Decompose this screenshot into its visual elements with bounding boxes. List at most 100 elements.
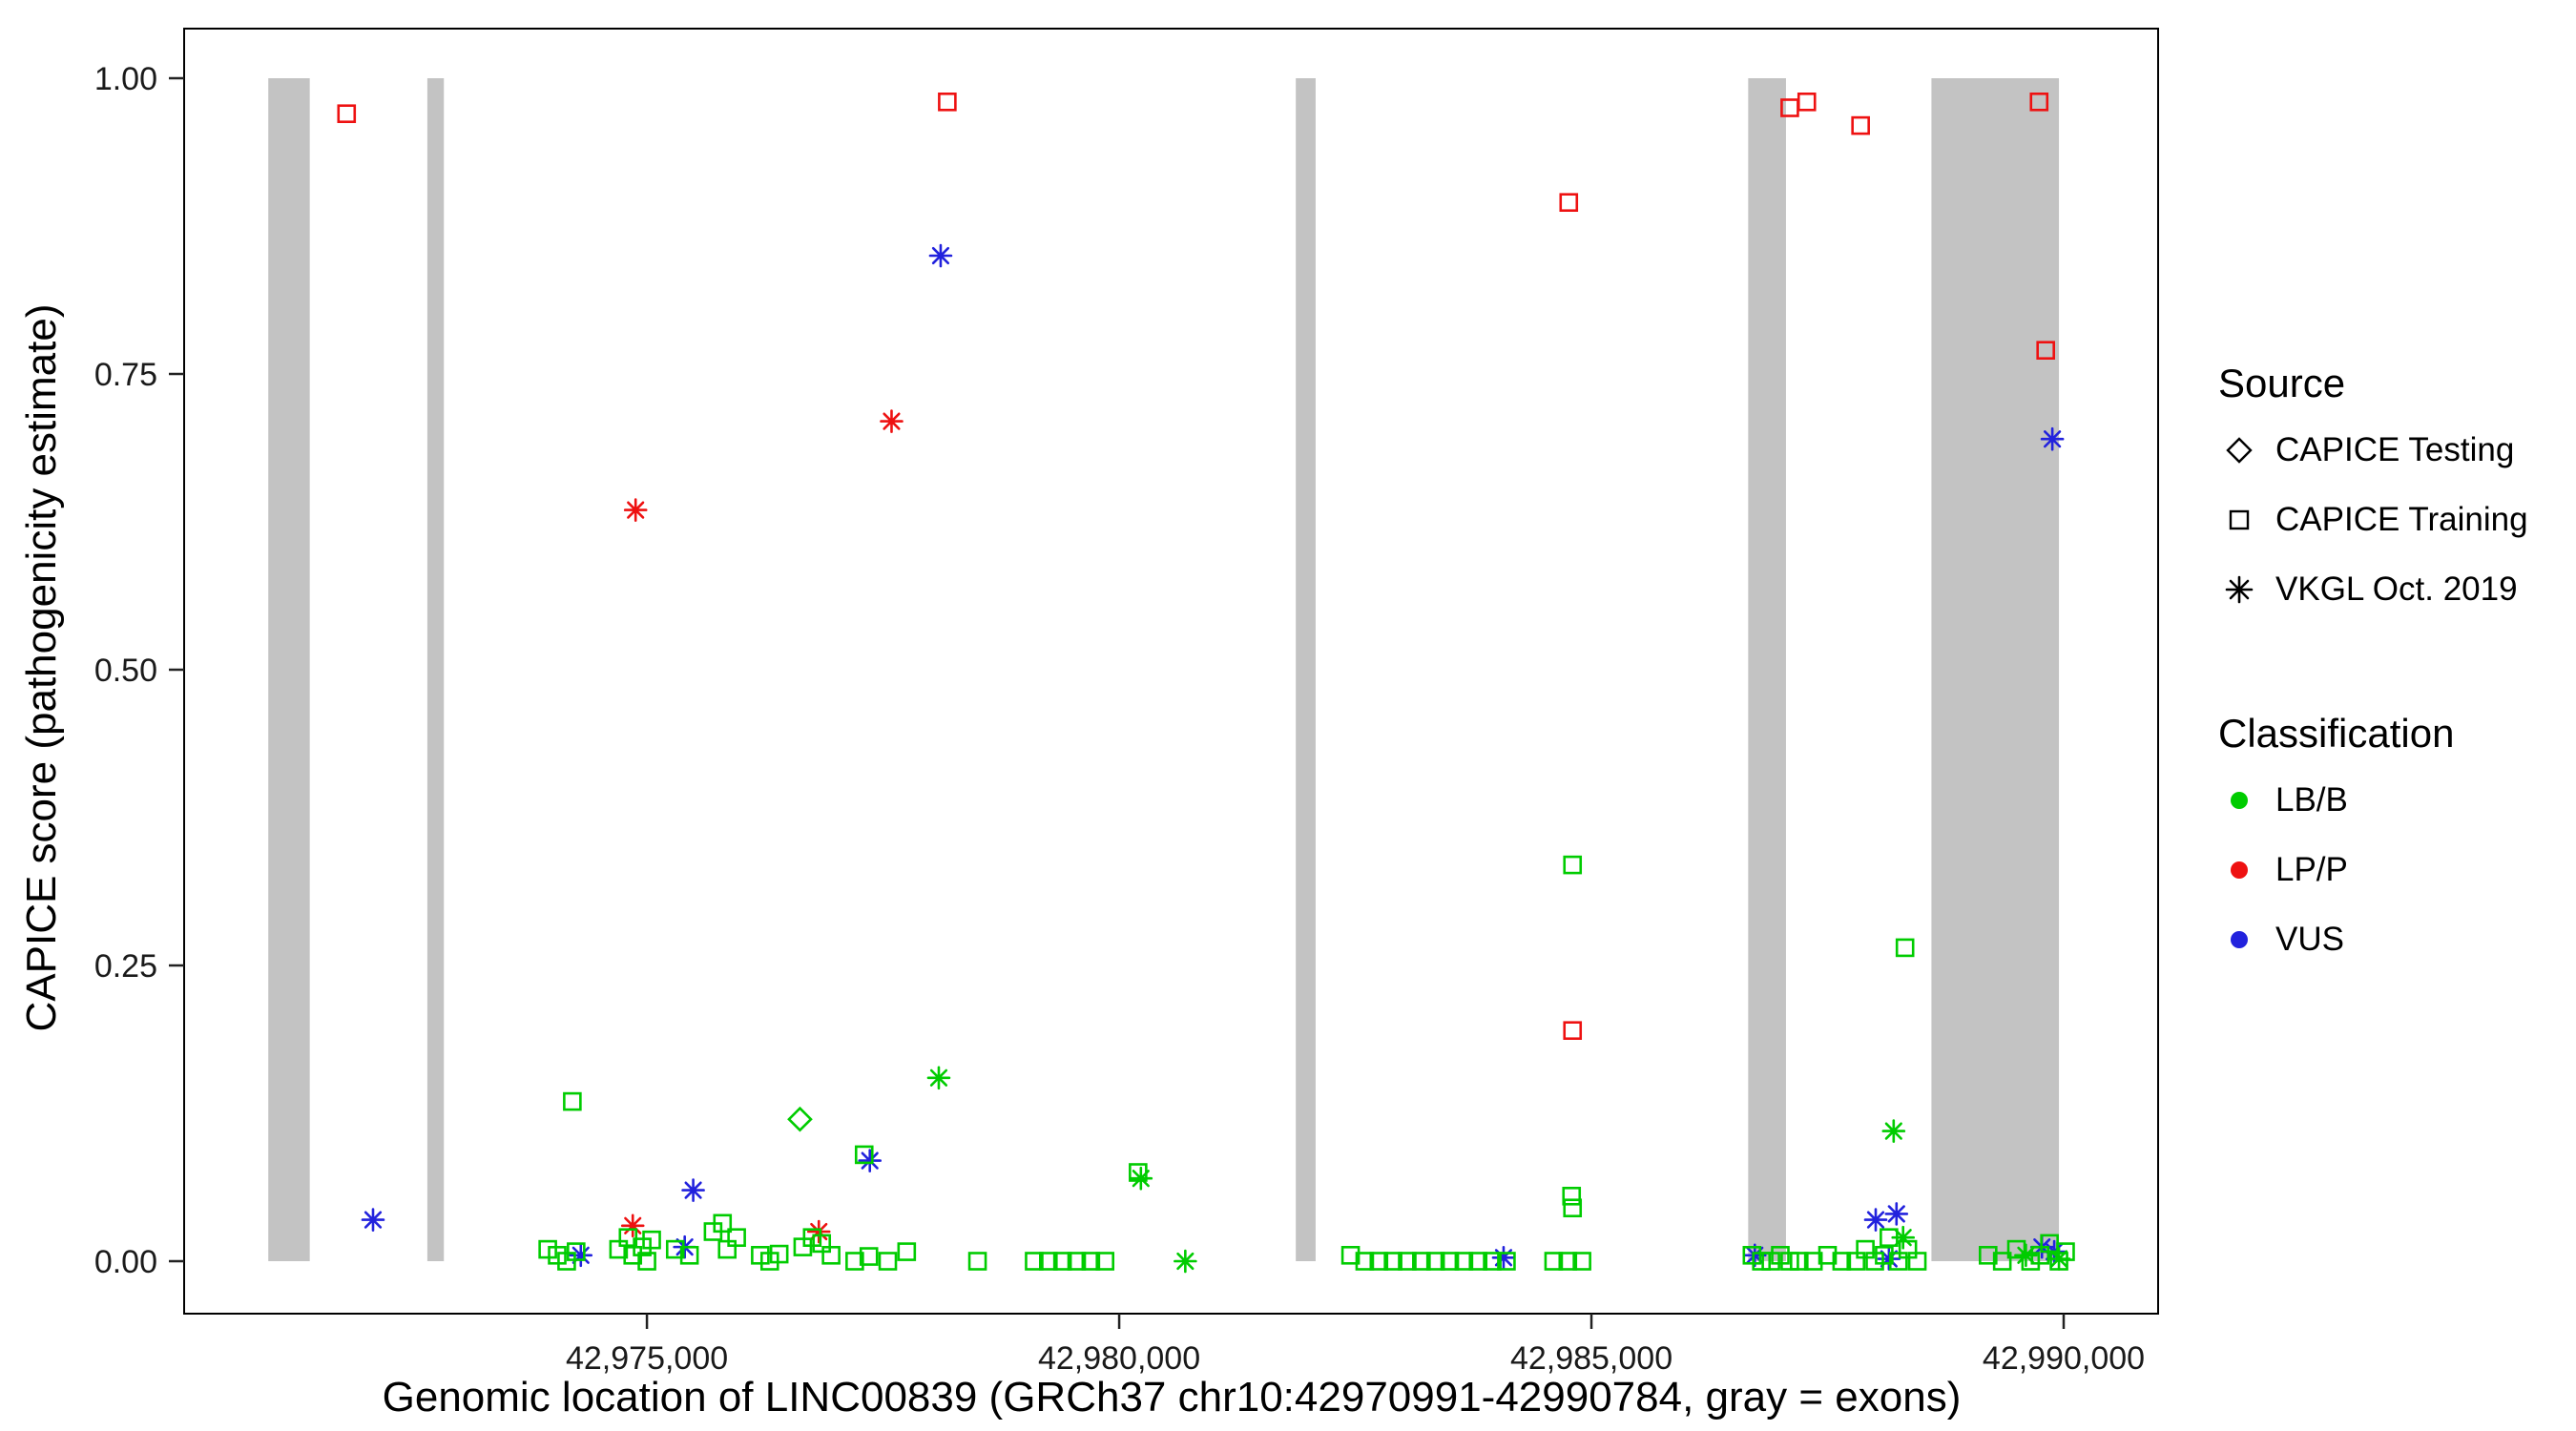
data-point [620, 1213, 645, 1238]
data-point [1454, 1252, 1474, 1271]
data-point [1979, 1246, 1998, 1265]
data-point [854, 1145, 874, 1165]
data-point [1752, 1252, 1772, 1271]
data-point [787, 1106, 813, 1132]
legend-item-label: CAPICE Training [2275, 501, 2528, 538]
data-point [2006, 1239, 2026, 1259]
data-point [1880, 1228, 1899, 1247]
data-point [1865, 1252, 1884, 1271]
data-point [557, 1252, 576, 1271]
data-point [1562, 1187, 1582, 1206]
data-point [563, 1091, 582, 1111]
data-point [1884, 1202, 1909, 1226]
exon-band [426, 78, 445, 1261]
data-point [1129, 1163, 1148, 1182]
legend-classification-title: Classification [2218, 711, 2455, 756]
x-axis-title: Genomic location of LINC00839 (GRCh37 ch… [382, 1374, 1962, 1421]
data-point [1559, 193, 1579, 212]
legend-item-label: LB/B [2275, 781, 2348, 819]
x-tick-label: 42,985,000 [1510, 1340, 1672, 1377]
data-point [713, 1213, 733, 1234]
data-point [967, 1252, 987, 1271]
data-point [769, 1244, 789, 1264]
data-point [1907, 1252, 1927, 1271]
data-point [642, 1230, 661, 1250]
data-point [679, 1246, 699, 1265]
panel-border [183, 28, 2159, 1315]
data-point [2021, 1252, 2041, 1271]
data-point [2030, 1246, 2050, 1265]
legend-item-lbb: LB/B [2218, 779, 2348, 821]
exon-band [268, 78, 310, 1261]
y-tick-label: 0.75 [94, 357, 157, 393]
data-point [1742, 1243, 1767, 1268]
data-point [1129, 1166, 1153, 1191]
data-point [569, 1243, 593, 1268]
data-point [1898, 1239, 1918, 1259]
square-icon [2229, 509, 2250, 530]
data-point [1863, 1208, 1888, 1232]
y-tick-label: 0.25 [94, 948, 157, 985]
blue-dot-icon [2231, 931, 2248, 948]
data-point [1052, 1252, 1072, 1271]
data-point [1780, 1252, 1799, 1271]
data-point [897, 1242, 917, 1261]
data-point [548, 1246, 567, 1265]
data-point [1340, 1246, 1361, 1265]
data-point [1875, 1246, 1894, 1265]
diamond-icon [2226, 437, 2253, 464]
data-point [1742, 1246, 1762, 1265]
asterisk-icon [2225, 575, 2254, 604]
data-point [859, 1247, 879, 1266]
green-dot-icon [2231, 792, 2248, 809]
legend-item-label: VUS [2275, 921, 2344, 958]
data-point [1174, 1249, 1197, 1274]
data-point [1790, 1252, 1809, 1271]
data-point [1563, 855, 1583, 875]
data-point [1544, 1252, 1564, 1271]
data-point [1572, 1252, 1591, 1271]
data-point [1856, 1239, 1875, 1259]
data-point [2049, 1252, 2068, 1271]
data-point [665, 1239, 685, 1259]
data-point [1497, 1252, 1516, 1271]
data-point [618, 1228, 638, 1247]
legend-item-vkgl: VKGL Oct. 2019 [2218, 569, 2518, 611]
data-point [2029, 93, 2049, 112]
data-point [1025, 1252, 1044, 1271]
data-point [623, 498, 648, 522]
exon-band [1931, 78, 2060, 1261]
data-point [1832, 1252, 1852, 1271]
data-point [1851, 115, 1870, 135]
data-point [2040, 426, 2065, 451]
data-point [1891, 1225, 1916, 1250]
data-point [637, 1252, 656, 1271]
data-point [717, 1239, 737, 1259]
data-point [1468, 1252, 1488, 1271]
legend-item-label: LP/P [2275, 851, 2348, 888]
data-point [609, 1239, 629, 1259]
data-point [926, 1066, 951, 1090]
y-tick-label: 0.50 [94, 653, 157, 689]
data-point [1563, 1021, 1583, 1040]
legend-source-title: Source [2218, 361, 2346, 405]
legend-item-vus: VUS [2218, 919, 2344, 961]
data-point [1888, 1252, 1908, 1271]
data-point [1771, 1246, 1790, 1265]
data-point [1992, 1252, 2012, 1271]
data-point [337, 104, 357, 123]
data-point [928, 243, 953, 268]
data-point [1803, 1252, 1823, 1271]
data-point [2056, 1242, 2075, 1261]
data-point [1797, 93, 1817, 112]
data-point [1563, 1198, 1583, 1217]
data-point [1355, 1252, 1375, 1271]
data-point [793, 1237, 813, 1256]
data-point [1412, 1252, 1431, 1271]
x-tick-label: 42,980,000 [1038, 1340, 1200, 1377]
data-point [806, 1219, 831, 1244]
y-axis-title: CAPICE score (pathogenicity estimate) [18, 303, 65, 1032]
data-point [938, 93, 957, 112]
data-point [1877, 1247, 1901, 1271]
